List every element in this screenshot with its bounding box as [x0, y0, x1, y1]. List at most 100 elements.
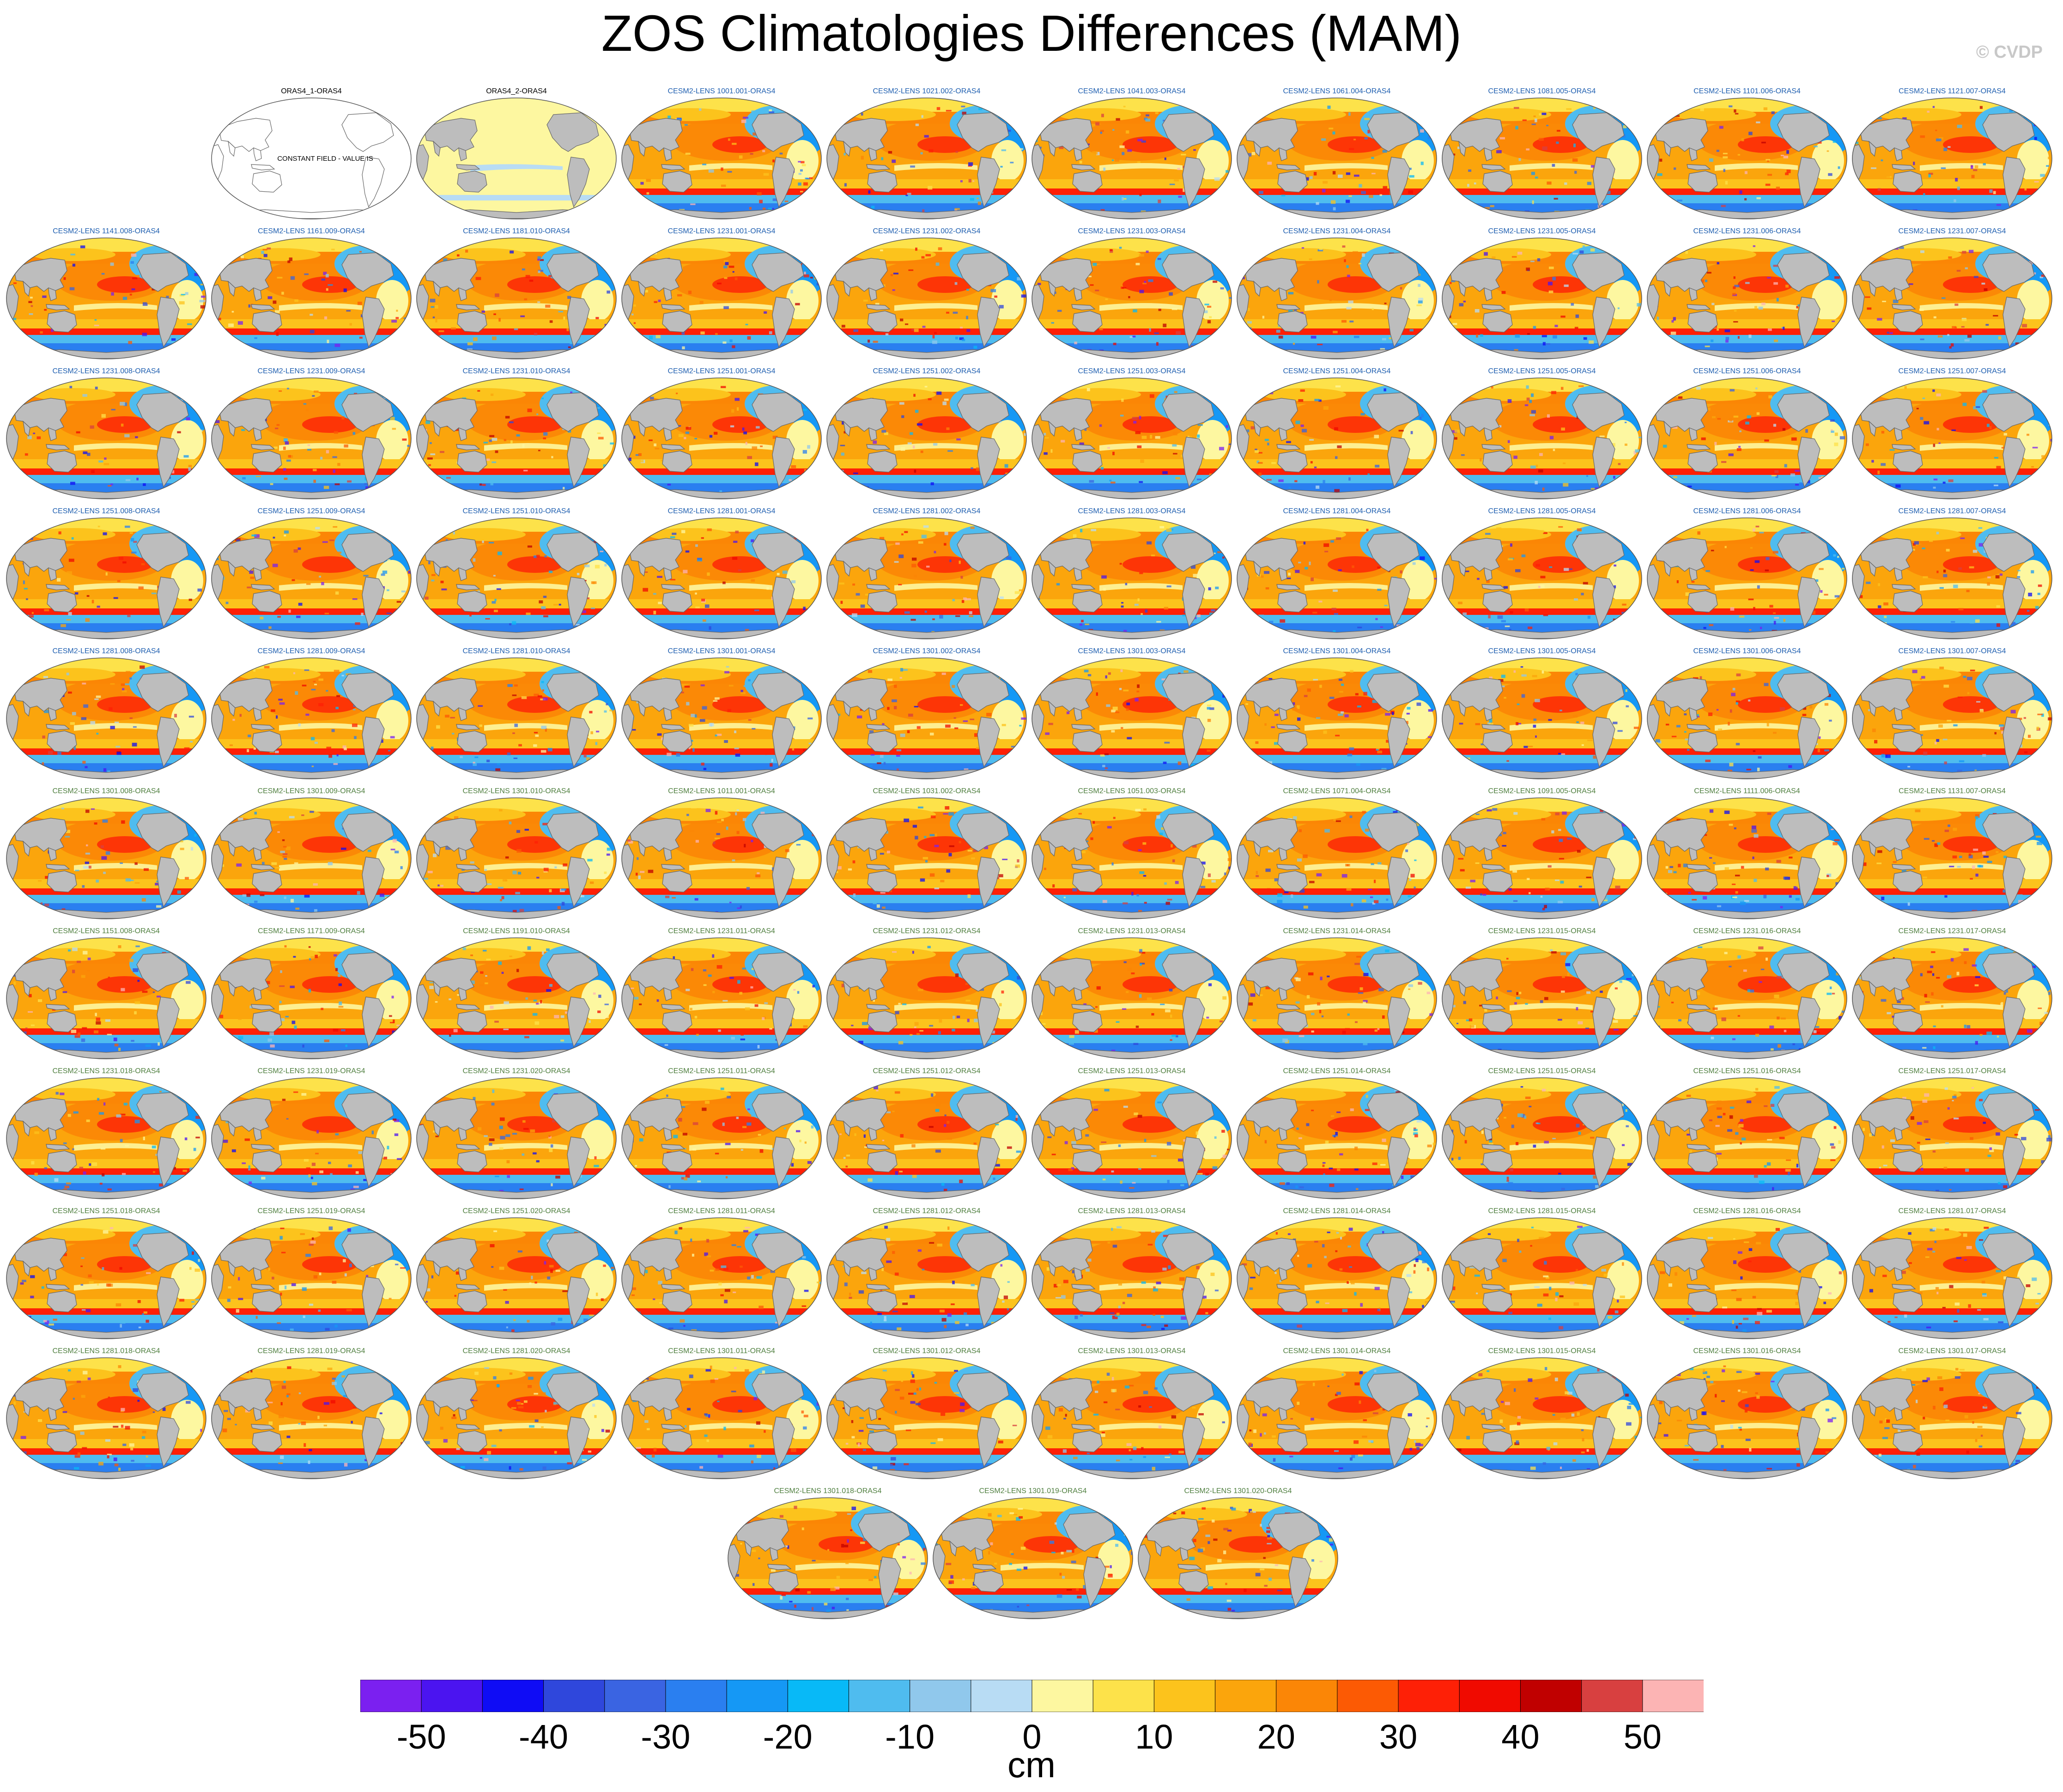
world-map [6, 517, 206, 639]
world-map [826, 517, 1027, 639]
land-greenland [995, 1362, 1015, 1376]
land-namerica [341, 112, 394, 152]
map-panel-label: CESM2-LENS 1001.001-ORAS4 [667, 87, 776, 95]
land-seasia [1074, 147, 1082, 161]
land-namerica [341, 252, 394, 292]
land-india [1663, 140, 1671, 157]
map-panel-label: CESM2-LENS 1301.020-ORAS4 [1184, 1487, 1292, 1495]
map-panel: CESM2-LENS 1231.008-ORAS4 [5, 367, 208, 501]
land-greenland [175, 1082, 194, 1096]
land-samerica [977, 157, 1000, 208]
land-seasia [1689, 287, 1698, 301]
map-panel-label: CESM2-LENS 1231.006-ORAS4 [1693, 227, 1801, 235]
land-india [843, 1120, 851, 1137]
land-namerica [752, 532, 804, 572]
land-india [228, 980, 236, 997]
world-map [826, 97, 1027, 219]
map-panel: CESM2-LENS 1281.002-ORAS4 [825, 507, 1028, 641]
land-seasia [1074, 987, 1082, 1001]
world-map [621, 377, 822, 499]
map-panel: CESM2-LENS 1301.016-ORAS4 [1645, 1347, 1849, 1481]
land-india [1869, 140, 1876, 157]
map-panel-label: CESM2-LENS 1301.013-ORAS4 [1078, 1347, 1186, 1355]
land-australia [1482, 870, 1513, 893]
land-greenland [585, 942, 605, 956]
land-namerica [1063, 1512, 1116, 1552]
land-india [1048, 1120, 1056, 1137]
map-panel: CESM2-LENS 1231.018-ORAS4 [5, 1067, 208, 1201]
land-seasia [1279, 287, 1287, 301]
land-greenland [1307, 1502, 1326, 1516]
land-samerica [878, 1556, 901, 1608]
land-indonesia [456, 1004, 480, 1010]
land-namerica [1162, 812, 1214, 852]
map-panel: CESM2-LENS 1251.012-ORAS4 [825, 1067, 1028, 1201]
map-panel-label: CESM2-LENS 1251.012-ORAS4 [873, 1067, 981, 1075]
land-seasia [1894, 287, 1903, 301]
colorbar-bin [421, 1680, 483, 1712]
land-seasia [458, 1407, 467, 1421]
land-samerica [2002, 1276, 2026, 1328]
land-greenland [585, 242, 605, 256]
land-india [1663, 420, 1671, 437]
land-samerica [1387, 437, 1410, 488]
land-seasia [1074, 567, 1082, 581]
land-greenland [175, 522, 194, 536]
map-panel-label: CESM2-LENS 1061.004-ORAS4 [1283, 87, 1391, 95]
map-panel-label: CESM2-LENS 1251.005-ORAS4 [1488, 367, 1596, 375]
land-samerica [772, 996, 795, 1048]
land-india [744, 1540, 752, 1557]
land-seasia [458, 707, 467, 721]
land-australia [47, 1150, 77, 1172]
land-indonesia [1892, 1004, 1916, 1010]
land-samerica [1387, 1136, 1410, 1188]
land-seasia [1484, 987, 1493, 1001]
map-panel: CESM2-LENS 1231.009-ORAS4 [210, 367, 413, 501]
land-indonesia [1276, 864, 1301, 870]
map-panel-label: CESM2-LENS 1141.008-ORAS4 [53, 227, 160, 235]
land-india [1869, 700, 1876, 717]
map-panel-label: CESM2-LENS 1031.002-ORAS4 [873, 787, 981, 795]
land-greenland [1201, 522, 1220, 536]
land-india [1458, 280, 1466, 297]
land-indonesia [866, 724, 891, 730]
land-namerica [1982, 812, 2035, 852]
land-namerica [752, 392, 804, 432]
map-panel-label: CESM2-LENS 1011.001-ORAS4 [668, 787, 775, 795]
land-namerica [136, 1372, 189, 1412]
world-map [826, 1357, 1027, 1479]
land-samerica [157, 297, 180, 348]
land-indonesia [866, 1144, 891, 1150]
map-panel-label: CESM2-LENS 1251.004-ORAS4 [1283, 367, 1391, 375]
land-greenland [1816, 102, 1835, 116]
land-namerica [1572, 392, 1625, 432]
land-greenland [790, 1082, 810, 1096]
land-indonesia [251, 1424, 275, 1430]
map-panel-label: CESM2-LENS 1231.008-ORAS4 [52, 367, 160, 375]
colorbar-bin [910, 1680, 971, 1712]
land-seasia [458, 427, 467, 441]
land-namerica [1572, 532, 1625, 572]
land-samerica [1592, 1136, 1615, 1188]
land-greenland [995, 662, 1015, 676]
land-seasia [1484, 1267, 1493, 1281]
land-greenland [1201, 1222, 1220, 1236]
map-panel: CESM2-LENS 1301.005-ORAS4 [1440, 647, 1644, 781]
land-indonesia [46, 444, 70, 450]
map-panel: CESM2-LENS 1251.016-ORAS4 [1645, 1067, 1849, 1201]
land-greenland [380, 522, 400, 536]
land-greenland [175, 662, 194, 676]
map-panel: CESM2-LENS 1251.019-ORAS4 [210, 1207, 413, 1341]
land-australia [47, 590, 77, 613]
land-india [228, 560, 236, 577]
land-samerica [1797, 857, 1820, 908]
land-india [23, 980, 30, 997]
land-seasia [868, 987, 877, 1001]
land-india [1869, 980, 1876, 997]
map-panel-label: CESM2-LENS 1251.016-ORAS4 [1693, 1067, 1801, 1075]
land-namerica [1982, 1232, 2035, 1272]
land-samerica [1592, 996, 1615, 1048]
map-panel-label: CESM2-LENS 1131.007-ORAS4 [1899, 787, 2006, 795]
land-australia [1072, 450, 1103, 473]
land-samerica [362, 1276, 385, 1328]
